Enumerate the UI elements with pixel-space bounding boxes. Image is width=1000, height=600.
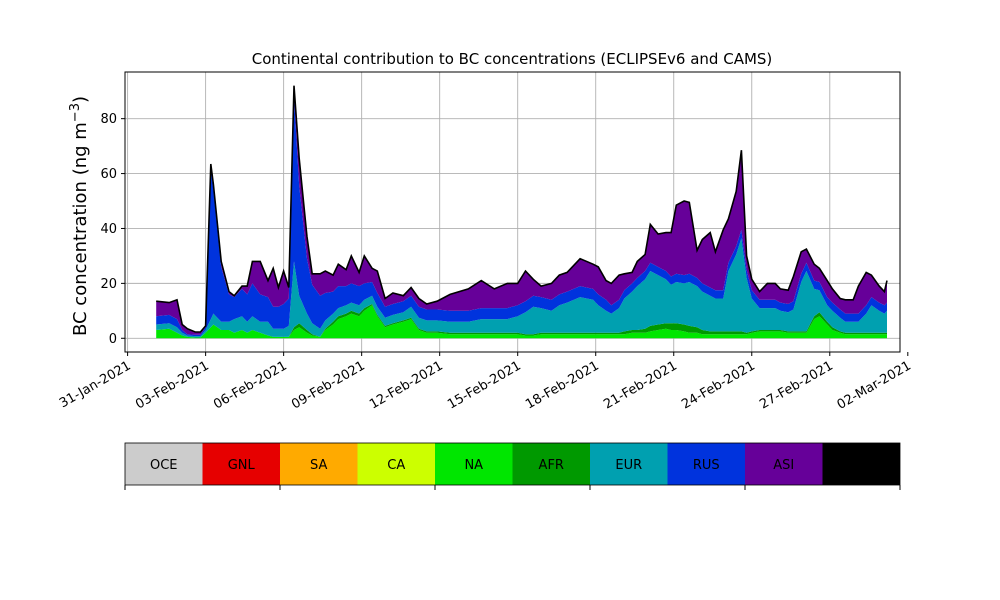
y-axis-label-exponent: −3 <box>68 103 83 122</box>
chart-title: Continental contribution to BC concentra… <box>252 50 773 68</box>
legend-swatch-aus <box>822 443 900 485</box>
legend-label-ca: CA <box>387 458 405 473</box>
area-eur <box>156 238 887 338</box>
legend-swatch-asi <box>745 443 823 485</box>
y-axis-label-close: ) <box>70 96 91 103</box>
x-tick-label: 06-Feb-2021 <box>211 358 290 412</box>
legend-swatch-afr <box>512 443 590 485</box>
x-tick-label: 09-Feb-2021 <box>289 358 368 412</box>
x-tick-label: 24-Feb-2021 <box>679 358 758 412</box>
x-tick-label: 15-Feb-2021 <box>445 358 524 412</box>
legend-swatch-na <box>435 443 513 485</box>
y-axis-label-base: BC concentration (ng m <box>70 122 91 336</box>
legend-swatch-sa <box>280 443 358 485</box>
stacked-areas <box>156 85 888 339</box>
axes: 0 20 40 60 80 31-Jan-2021 03-Feb-2021 06-Feb-20… <box>57 71 914 413</box>
legend-swatch-oce <box>125 443 203 485</box>
y-tick-label: 20 <box>100 277 117 292</box>
legend-label-na: NA <box>464 458 483 473</box>
y-tick-label: 40 <box>100 222 117 237</box>
legend-label-asi: ASI <box>773 458 794 473</box>
legend-label-eur: EUR <box>615 458 642 473</box>
legend-swatch-rus <box>667 443 745 485</box>
x-tick-label: 02-Mar-2021 <box>835 358 914 412</box>
total-line <box>156 85 888 333</box>
legend-swatch-gnl <box>202 443 280 485</box>
legend-label-aus: AUS <box>848 458 875 473</box>
legend-label-sa: SA <box>310 458 327 473</box>
y-tick-label: 0 <box>109 332 117 347</box>
x-tick-label: 12-Feb-2021 <box>367 358 446 412</box>
x-tick-label: 31-Jan-2021 <box>57 358 134 411</box>
legend-frame <box>124 442 901 486</box>
legend-label-gnl: GNL <box>228 458 256 473</box>
x-tick-label: 18-Feb-2021 <box>523 358 602 412</box>
legend-label-afr: AFR <box>539 458 564 473</box>
y-tick-label: 60 <box>100 167 117 182</box>
legend-swatch-ca <box>357 443 435 485</box>
legend: OCE GNL SA CA NA AFR EUR RUS ASI AUS <box>124 442 901 490</box>
area-na <box>156 305 887 339</box>
x-tick-label: 03-Feb-2021 <box>133 358 212 412</box>
area-rus <box>156 96 887 337</box>
y-tick-label: 80 <box>100 112 117 127</box>
legend-label-rus: RUS <box>693 458 720 473</box>
x-tick-label: 27-Feb-2021 <box>757 358 836 412</box>
legend-label-oce: OCE <box>150 458 178 473</box>
y-axis-label: BC concentration (ng m−3) <box>68 96 91 336</box>
plot-frame <box>124 71 901 353</box>
legend-swatch-eur <box>590 443 668 485</box>
x-tick-label: 21-Feb-2021 <box>601 358 680 412</box>
area-asi <box>156 85 887 335</box>
